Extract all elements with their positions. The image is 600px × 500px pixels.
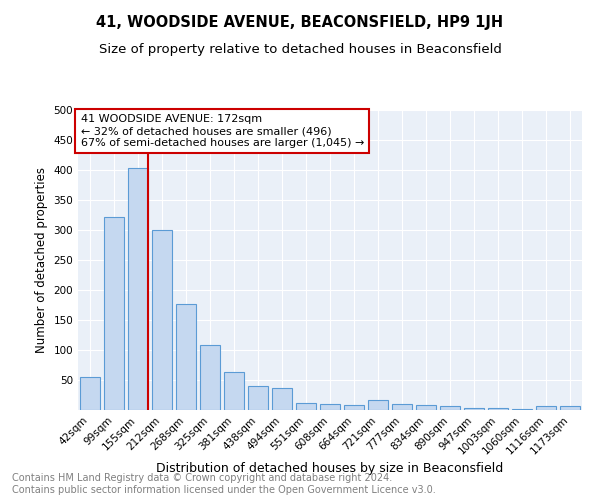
Bar [152,230,172,410]
Bar [344,405,364,410]
Bar [248,386,268,410]
Text: 41, WOODSIDE AVENUE, BEACONSFIELD, HP9 1JH: 41, WOODSIDE AVENUE, BEACONSFIELD, HP9 1… [97,15,503,30]
Bar [176,304,196,410]
Y-axis label: Number of detached properties: Number of detached properties [35,167,48,353]
Text: Size of property relative to detached houses in Beaconsfield: Size of property relative to detached ho… [98,42,502,56]
Bar [80,377,100,410]
Text: 41 WOODSIDE AVENUE: 172sqm
← 32% of detached houses are smaller (496)
67% of sem: 41 WOODSIDE AVENUE: 172sqm ← 32% of deta… [80,114,364,148]
Bar [392,404,412,410]
Bar [488,408,508,410]
Bar [104,217,124,410]
Bar [128,168,148,410]
Bar [560,406,580,410]
Bar [296,403,316,410]
Bar [320,404,340,410]
Bar [272,388,292,410]
Bar [536,406,556,410]
X-axis label: Distribution of detached houses by size in Beaconsfield: Distribution of detached houses by size … [157,462,503,475]
Bar [464,408,484,410]
Bar [416,405,436,410]
Bar [200,344,220,410]
Bar [440,406,460,410]
Text: Contains HM Land Registry data © Crown copyright and database right 2024.
Contai: Contains HM Land Registry data © Crown c… [12,474,436,495]
Bar [224,372,244,410]
Bar [368,400,388,410]
